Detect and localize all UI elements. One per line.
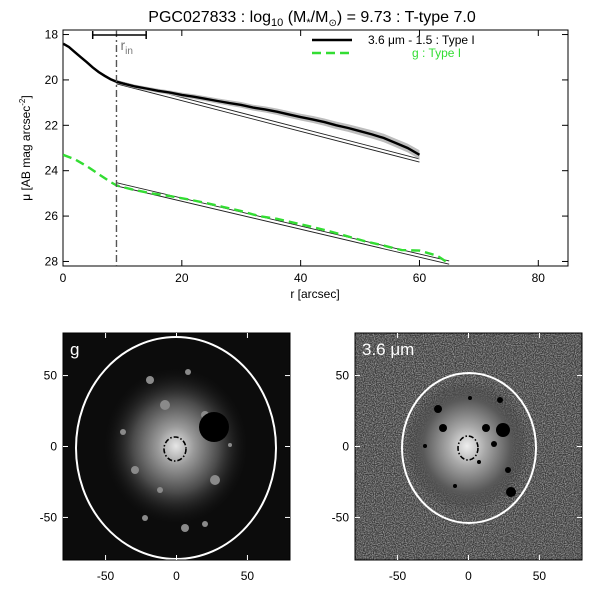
fit-line <box>116 83 420 163</box>
y-axis-label: μ [AB mag arcsec-2] <box>18 95 33 200</box>
g-band-image-panel: g -50 0 50 50 0 -50 <box>40 332 291 583</box>
ir-y-axis: 50 0 -50 <box>332 369 582 524</box>
legend-label-g: g : Type I <box>412 46 461 60</box>
r-in-errorbar <box>91 31 147 39</box>
chart-title: PGC027833 : log10 (M*/M⊙) = 9.73 : T-typ… <box>148 9 476 29</box>
image-x-tick-label: -50 <box>97 569 115 583</box>
y-tick-label: 18 <box>45 28 59 42</box>
series-line-3-6um <box>63 42 421 156</box>
legend: 3.6 μm - 1.5 : Type I g : Type I <box>312 33 475 60</box>
y-tick-label: 26 <box>45 209 59 223</box>
x-tick-label: 0 <box>60 271 67 285</box>
legend-label-3-6um: 3.6 μm - 1.5 : Type I <box>368 33 475 47</box>
g-image-label: g <box>70 340 79 359</box>
ir-aperture-ellipse <box>401 372 537 524</box>
g-r-in-ellipse <box>163 436 187 462</box>
ir-r-in-ellipse <box>457 435 479 461</box>
fit-line <box>116 185 450 265</box>
x-tick-label: 60 <box>413 271 427 285</box>
ir-image-label: 3.6 μm <box>362 340 414 359</box>
g-masked-star <box>199 412 229 442</box>
image-x-tick-label: -50 <box>389 569 407 583</box>
image-x-tick-label: 50 <box>241 569 255 583</box>
image-y-tick-label: 50 <box>44 369 58 383</box>
image-y-tick-label: 0 <box>50 440 57 454</box>
y-tick-label: 24 <box>45 164 59 178</box>
plot-frame <box>62 29 569 267</box>
g-galaxy-glow <box>104 368 248 524</box>
image-x-tick-label: 0 <box>173 569 180 583</box>
x-tick-label: 40 <box>294 271 308 285</box>
fit-lines <box>116 80 450 265</box>
x-tick-label: 20 <box>175 271 189 285</box>
y-tick-label: 28 <box>45 254 59 268</box>
image-x-tick-label: 0 <box>465 569 472 583</box>
x-axis-label: r [arcsec] <box>290 287 339 301</box>
g-knots <box>120 369 232 532</box>
ir-image-panel: 3.6 μm -50 0 50 50 0 -50 <box>332 332 583 583</box>
image-y-tick-label: 50 <box>336 369 350 383</box>
ir-x-axis: -50 0 50 <box>389 333 547 583</box>
g-x-axis: -50 0 50 <box>97 333 255 583</box>
g-y-axis: 50 0 -50 <box>40 369 290 524</box>
y-tick-label: 22 <box>45 118 59 132</box>
series-line-g <box>63 153 450 265</box>
profile-plot: 0 20 40 60 80 18 20 22 24 26 28 r [arcsec] μ [AB … <box>18 28 569 301</box>
image-x-tick-label: 50 <box>533 569 547 583</box>
image-y-tick-label: 0 <box>342 440 349 454</box>
x-axis: 0 20 40 60 80 <box>60 30 546 285</box>
image-y-tick-label: -50 <box>40 510 58 524</box>
y-axis: 18 20 22 24 26 28 <box>45 28 568 268</box>
ir-masked-sources <box>423 396 516 497</box>
y-tick-label: 20 <box>45 73 59 87</box>
r-in-label: rin <box>120 37 132 57</box>
ir-galaxy-glow <box>405 380 529 512</box>
x-tick-label: 80 <box>532 271 546 285</box>
image-y-tick-label: -50 <box>332 510 350 524</box>
